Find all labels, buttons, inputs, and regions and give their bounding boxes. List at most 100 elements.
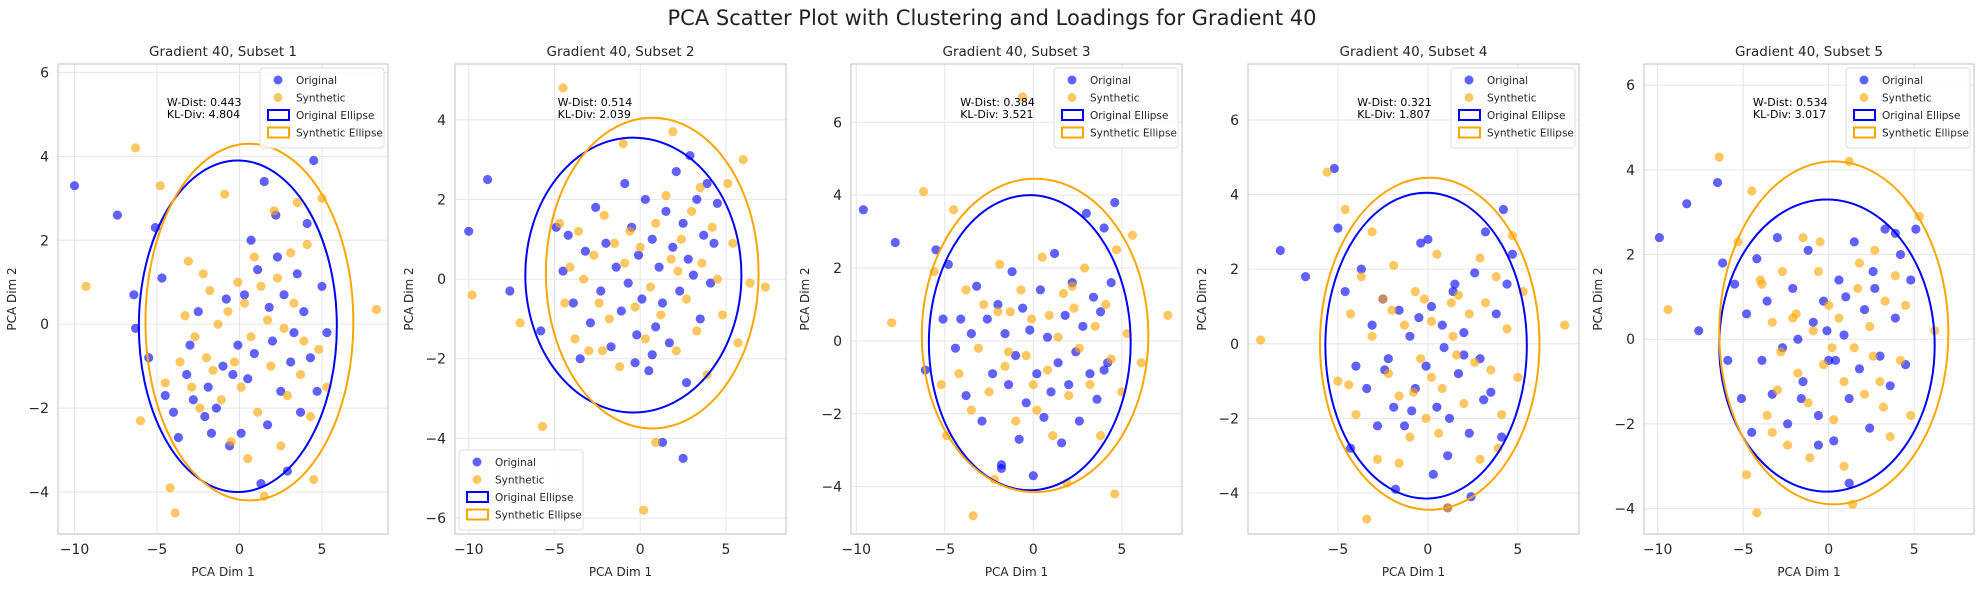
point-original bbox=[1502, 279, 1512, 289]
point-original bbox=[1032, 369, 1042, 379]
legend-synthetic-ellipse-label: Synthetic Ellipse bbox=[495, 510, 582, 522]
point-original bbox=[644, 366, 654, 376]
point-original bbox=[1416, 238, 1426, 248]
legend-original-ellipse-label: Original Ellipse bbox=[296, 110, 374, 122]
subplot-title: Gradient 40, Subset 1 bbox=[149, 44, 297, 60]
point-original bbox=[1834, 275, 1844, 285]
point-original bbox=[1793, 334, 1803, 344]
point-synthetic bbox=[1058, 288, 1069, 299]
legend-original-ellipse-marker bbox=[1061, 109, 1084, 121]
legend-synthetic-marker bbox=[1464, 93, 1474, 102]
x-tick-label: 5 bbox=[318, 542, 327, 558]
point-original bbox=[1088, 292, 1099, 302]
point-original bbox=[596, 286, 606, 296]
y-axis-label: PCA Dim 2 bbox=[1591, 267, 1605, 330]
point-synthetic bbox=[645, 282, 656, 292]
point-synthetic bbox=[1475, 253, 1485, 263]
point-original bbox=[1300, 272, 1311, 282]
point-synthetic bbox=[1426, 316, 1437, 326]
point-original bbox=[1007, 267, 1017, 277]
legend-original-ellipse-label: Original Ellipse bbox=[1487, 110, 1565, 122]
point-synthetic bbox=[1890, 271, 1900, 281]
point-synthetic bbox=[1453, 290, 1464, 300]
x-axis-label: PCA Dim 1 bbox=[1777, 565, 1840, 579]
point-original bbox=[702, 178, 712, 189]
point-original bbox=[938, 314, 948, 324]
point-original bbox=[505, 286, 515, 296]
point-synthetic bbox=[1901, 300, 1911, 310]
point-original bbox=[322, 327, 332, 338]
point-original bbox=[1437, 320, 1447, 330]
point-synthetic bbox=[1475, 454, 1485, 464]
point-original bbox=[601, 238, 611, 248]
point-synthetic bbox=[239, 298, 250, 308]
point-original bbox=[1772, 233, 1782, 243]
point-synthetic bbox=[1513, 372, 1523, 382]
point-synthetic bbox=[1095, 431, 1106, 441]
point-original bbox=[1854, 364, 1865, 374]
point-original bbox=[647, 234, 657, 244]
axes-frame bbox=[454, 63, 787, 535]
point-original bbox=[1885, 381, 1895, 391]
point-original bbox=[950, 343, 961, 353]
y-tick-label: −4 bbox=[1218, 486, 1239, 502]
annotation-wdist: W-Dist: 0.321 bbox=[1357, 96, 1432, 109]
legend-synthetic-label: Synthetic bbox=[495, 475, 545, 487]
point-original bbox=[1389, 402, 1399, 412]
point-original bbox=[1372, 421, 1383, 431]
point-original bbox=[1747, 427, 1757, 437]
legend-original-label: Original bbox=[1487, 75, 1528, 87]
point-original bbox=[1049, 248, 1060, 259]
original-ellipse bbox=[137, 159, 338, 494]
point-synthetic bbox=[1405, 432, 1415, 442]
point-synthetic bbox=[560, 298, 570, 308]
point-synthetic bbox=[738, 154, 748, 165]
point-original bbox=[664, 338, 674, 348]
point-synthetic bbox=[609, 238, 620, 248]
point-synthetic bbox=[1389, 260, 1399, 271]
x-tick-label: 5 bbox=[722, 542, 731, 558]
subplot-title: Gradient 40, Subset 5 bbox=[1735, 44, 1883, 60]
y-tick-label: −4 bbox=[821, 480, 842, 496]
x-tick-label: −5 bbox=[934, 542, 955, 558]
point-synthetic bbox=[1839, 461, 1849, 471]
point-synthetic bbox=[1875, 376, 1885, 387]
point-original bbox=[289, 327, 299, 338]
point-synthetic bbox=[1410, 286, 1420, 297]
legend-synthetic-marker bbox=[1859, 93, 1869, 102]
y-axis-label: PCA Dim 2 bbox=[402, 267, 416, 330]
point-synthetic bbox=[1110, 489, 1120, 499]
point-synthetic bbox=[1865, 321, 1875, 332]
legend-original-label: Original bbox=[296, 75, 337, 87]
point-original bbox=[1000, 329, 1010, 339]
point-original bbox=[558, 266, 568, 276]
y-tick-label: 6 bbox=[40, 65, 49, 81]
point-original bbox=[1444, 413, 1455, 423]
point-synthetic bbox=[1870, 245, 1880, 255]
point-original bbox=[1875, 351, 1885, 361]
point-original bbox=[654, 262, 664, 272]
point-original bbox=[705, 278, 716, 288]
point-synthetic bbox=[1351, 410, 1361, 420]
point-synthetic bbox=[666, 254, 676, 264]
point-synthetic bbox=[635, 242, 645, 252]
point-original bbox=[312, 386, 322, 396]
point-original bbox=[185, 340, 195, 350]
point-original bbox=[1085, 369, 1095, 379]
subplot-2: −10 −5 0 5 −6 −4 −2 0 2 4 Gradient 40, Subset 2 PCA… bbox=[402, 44, 787, 579]
point-synthetic bbox=[309, 474, 319, 485]
point-synthetic bbox=[1480, 298, 1491, 308]
point-synthetic bbox=[262, 315, 273, 325]
point-original bbox=[168, 407, 179, 417]
y-tick-label: 4 bbox=[437, 113, 446, 129]
point-synthetic bbox=[1459, 398, 1469, 409]
point-original bbox=[606, 342, 616, 352]
point-original bbox=[259, 176, 269, 187]
point-synthetic bbox=[1464, 309, 1474, 319]
point-synthetic bbox=[918, 186, 929, 197]
point-synthetic bbox=[187, 382, 197, 392]
point-synthetic bbox=[1767, 317, 1777, 327]
point-original bbox=[657, 298, 668, 308]
point-synthetic bbox=[314, 344, 324, 354]
synthetic-ellipse bbox=[144, 142, 355, 502]
